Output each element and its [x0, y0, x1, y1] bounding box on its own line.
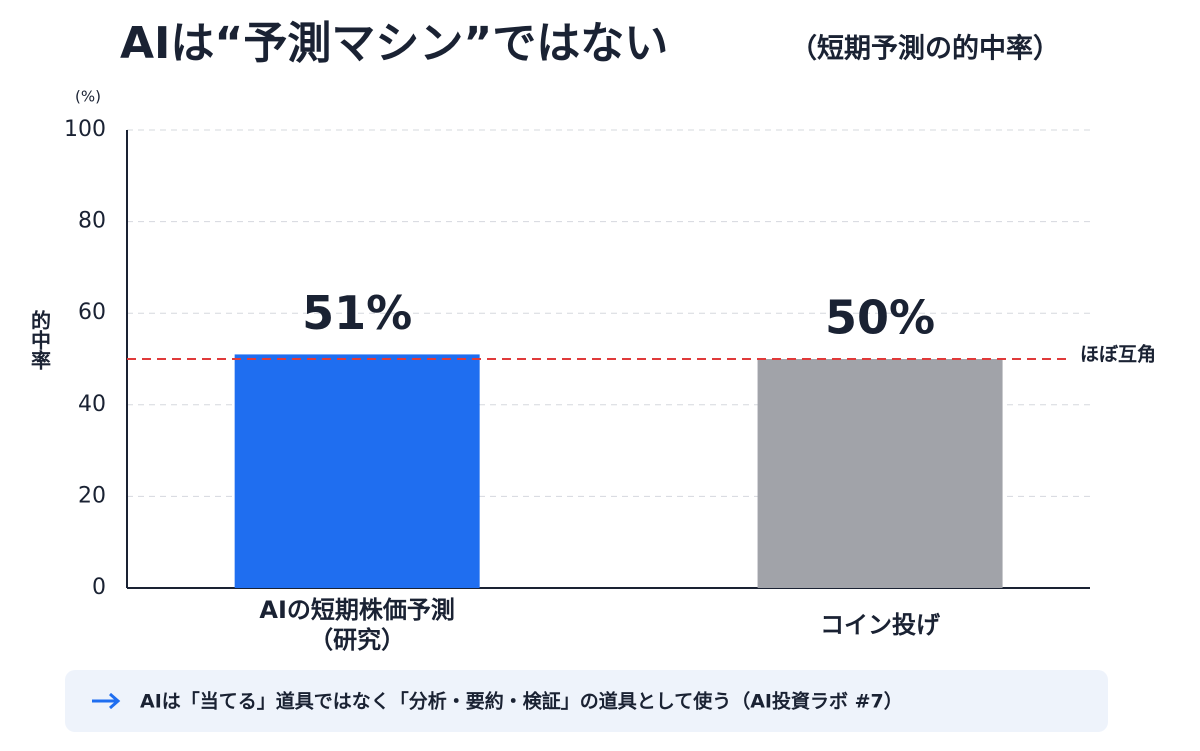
x-tick-label: AIの短期株価予測（研究）	[259, 596, 455, 654]
y-tick-label: 40	[78, 392, 106, 417]
chart-subtitle: （短期予測の的中率）	[790, 33, 1060, 65]
bar	[757, 359, 1003, 588]
y-tick-label: 100	[64, 117, 106, 142]
y-tick-label: 20	[78, 483, 106, 508]
reference-label: ほぼ互角	[1080, 343, 1156, 366]
bar	[234, 354, 480, 588]
note: AIは「当てる」道具ではなく「分析・要約・検証」の道具として使う（AI投資ラボ …	[140, 690, 903, 713]
y-tick-label: 60	[78, 300, 106, 325]
value-label: 51%	[302, 286, 412, 340]
y-tick-label: 80	[78, 209, 106, 234]
y-tick-label: 0	[92, 575, 106, 600]
note-box	[65, 670, 1108, 732]
y-axis-title: 的中率	[28, 309, 52, 371]
value-label: 50%	[825, 291, 935, 345]
x-tick-label: コイン投げ	[820, 611, 941, 639]
chart-title: AIは“予測マシン”ではない	[120, 18, 668, 69]
note-arrow	[92, 692, 121, 710]
y-unit: (%)	[75, 88, 101, 106]
